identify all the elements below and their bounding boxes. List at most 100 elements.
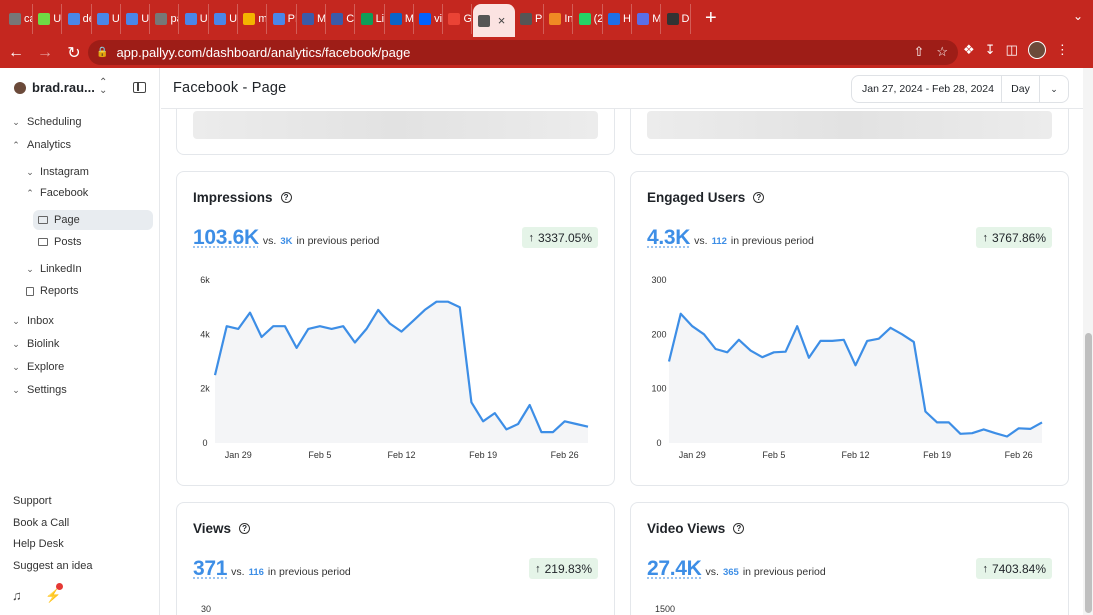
data-point[interactable] <box>842 338 846 342</box>
page-scrollbar[interactable] <box>1083 68 1093 615</box>
sidebar-item-instagram[interactable]: ⌄ Instagram <box>24 162 89 182</box>
data-point[interactable] <box>854 363 858 367</box>
data-point[interactable] <box>807 356 811 360</box>
account-switcher[interactable]: brad.rau... <box>14 80 95 95</box>
data-point[interactable] <box>947 420 951 424</box>
data-point[interactable] <box>481 419 485 423</box>
bell-icon[interactable]: ♫ <box>12 588 22 603</box>
browser-tab[interactable]: Ins <box>544 3 574 34</box>
browser-tab[interactable]: Ma <box>385 3 414 34</box>
browser-tab[interactable]: De <box>662 3 691 34</box>
data-point[interactable] <box>725 350 729 354</box>
data-point[interactable] <box>574 422 578 426</box>
data-point[interactable] <box>970 431 974 435</box>
browser-tab[interactable]: Ur <box>121 3 151 34</box>
browser-tab[interactable]: PR <box>268 3 297 34</box>
browser-tab[interactable]: pa <box>150 3 180 34</box>
data-point[interactable] <box>248 311 252 315</box>
data-point[interactable] <box>341 324 345 328</box>
browser-tab[interactable]: Ho <box>603 3 632 34</box>
metric-value[interactable]: 27.4K <box>647 557 702 580</box>
browser-tab[interactable]: ca <box>4 3 33 34</box>
data-point[interactable] <box>493 411 497 415</box>
data-point[interactable] <box>993 431 997 435</box>
data-point[interactable] <box>690 324 694 328</box>
data-point[interactable] <box>213 373 217 377</box>
data-point[interactable] <box>830 339 834 343</box>
data-point[interactable] <box>423 308 427 312</box>
data-point[interactable] <box>411 319 415 323</box>
data-point[interactable] <box>667 360 671 364</box>
data-point[interactable] <box>435 300 439 304</box>
data-point[interactable] <box>353 341 357 345</box>
data-point[interactable] <box>714 347 718 351</box>
sidebar-item-page[interactable]: Page <box>38 210 80 230</box>
browser-tab[interactable]: Up <box>33 3 63 34</box>
reload-icon[interactable]: ↻ <box>67 44 81 62</box>
browser-tab[interactable]: Ur <box>92 3 121 34</box>
browser-tab[interactable]: Cli <box>326 3 356 34</box>
data-point[interactable] <box>330 327 334 331</box>
data-point[interactable] <box>702 332 706 336</box>
data-point[interactable] <box>935 420 939 424</box>
back-arrow-icon[interactable]: ← <box>8 43 24 61</box>
help-desk-link[interactable]: Help Desk <box>13 538 64 550</box>
forward-arrow-icon[interactable]: → <box>37 43 53 61</box>
sidebar-item-explore[interactable]: ⌄ Explore <box>10 357 64 377</box>
data-point[interactable] <box>458 305 462 309</box>
close-icon[interactable]: × <box>497 13 506 28</box>
tab-search-chevron-icon[interactable]: ⌄ <box>1072 9 1083 23</box>
browser-tab[interactable]: Lis <box>356 3 385 34</box>
sidebar-collapse-icon[interactable] <box>133 82 146 93</box>
data-point[interactable] <box>749 349 753 353</box>
metric-value[interactable]: 371 <box>193 557 228 580</box>
data-point[interactable] <box>388 322 392 326</box>
sidebar-item-settings[interactable]: ⌄ Settings <box>10 380 67 400</box>
help-circle-icon[interactable]: ? <box>733 523 745 534</box>
share-icon[interactable]: ⇧ <box>913 44 925 59</box>
data-point[interactable] <box>784 350 788 354</box>
chevron-up-down-icon[interactable]: ⌃ ⌄ <box>99 77 108 96</box>
data-point[interactable] <box>1040 420 1044 424</box>
data-point[interactable] <box>877 337 881 341</box>
data-point[interactable] <box>923 410 927 414</box>
data-point[interactable] <box>551 430 555 434</box>
data-point[interactable] <box>318 324 322 328</box>
side-panel-icon[interactable]: ◫ <box>1005 42 1018 57</box>
metric-value[interactable]: 4.3K <box>647 226 691 249</box>
data-point[interactable] <box>1017 426 1021 430</box>
data-point[interactable] <box>819 339 823 343</box>
data-point[interactable] <box>528 403 532 407</box>
profile-avatar[interactable] <box>1027 41 1046 59</box>
bookmark-star-icon[interactable]: ☆ <box>936 44 948 59</box>
help-circle-icon[interactable]: ? <box>280 192 292 203</box>
browser-tab[interactable]: Ur <box>180 3 209 34</box>
granularity-select[interactable]: Day <box>1002 76 1040 102</box>
support-link[interactable]: Support <box>13 495 52 507</box>
browser-tab[interactable]: Me <box>297 3 326 34</box>
browser-menu-icon[interactable]: ⋮ <box>1055 42 1069 57</box>
sidebar-item-biolink[interactable]: ⌄ Biolink <box>10 334 59 354</box>
date-range-text[interactable]: Jan 27, 2024 - Feb 28, 2024 <box>852 76 1002 102</box>
extensions-puzzle-icon[interactable]: ❖ <box>963 42 975 57</box>
browser-tab[interactable]: vic <box>414 3 444 34</box>
data-point[interactable] <box>225 324 229 328</box>
new-tab-button[interactable]: + <box>704 7 717 29</box>
help-circle-icon[interactable]: ? <box>239 523 251 534</box>
browser-tab[interactable]: (2 <box>574 3 603 34</box>
data-point[interactable] <box>982 427 986 431</box>
data-point[interactable] <box>679 312 683 316</box>
data-point[interactable] <box>400 330 404 334</box>
data-point[interactable] <box>889 326 893 330</box>
data-point[interactable] <box>586 425 590 429</box>
browser-tab[interactable]: Go <box>443 3 473 34</box>
data-point[interactable] <box>563 419 567 423</box>
data-point[interactable] <box>376 308 380 312</box>
sidebar-item-page-highlight[interactable] <box>33 210 153 230</box>
sidebar-item-posts[interactable]: Posts <box>38 232 82 252</box>
data-point[interactable] <box>306 327 310 331</box>
data-point[interactable] <box>1005 435 1009 439</box>
metric-value[interactable]: 103.6K <box>193 226 259 249</box>
browser-tab[interactable]: My <box>632 3 662 34</box>
sidebar-item-inbox[interactable]: ⌄ Inbox <box>10 311 54 331</box>
